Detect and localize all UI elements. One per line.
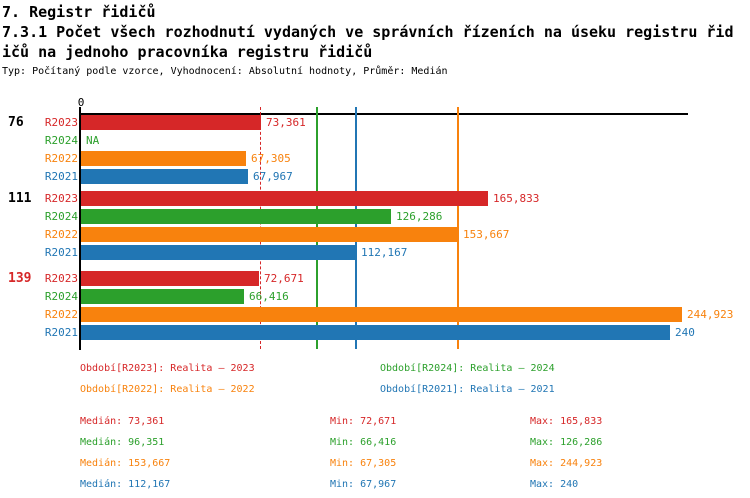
stat-max-r2021: Max: 240: [530, 479, 579, 490]
stat-max-r2022: Max: 244,923: [530, 458, 603, 469]
group-label: 76: [8, 115, 24, 130]
legend-item-r2024: Období[R2024]: Realita – 2024: [380, 363, 555, 374]
group-label: 139: [8, 271, 32, 286]
bar: [81, 209, 391, 224]
bar-row: R2021 240: [0, 325, 750, 340]
bar-row: R2024 NA: [0, 133, 750, 148]
chart-meta: Typ: Počítaný podle vzorce, Vyhodnocení:…: [2, 66, 448, 77]
chart-title-line-2: ičů na jednoho pracovníka registru řidič…: [2, 43, 373, 61]
bar-value-label: 67,305: [251, 152, 291, 165]
stat-median-r2023: Medián: 73,361: [80, 416, 165, 427]
bar-value-label: 244,923: [687, 308, 734, 321]
bar-value-label: 126,286: [396, 210, 443, 223]
bar-value-label: 240: [675, 326, 695, 339]
series-label: R2024: [44, 210, 78, 223]
bar: [81, 245, 356, 260]
bar: [81, 151, 246, 166]
series-label: R2022: [44, 308, 78, 321]
bar-row: R2022 67,305: [0, 151, 750, 166]
series-label: R2024: [44, 290, 78, 303]
stat-median-r2024: Medián: 96,351: [80, 437, 165, 448]
bar-value-label: 67,967: [253, 170, 293, 183]
bar-value-label: 112,167: [361, 246, 408, 259]
bar-value-label: NA: [86, 134, 100, 147]
bar: [81, 271, 259, 286]
y-axis-line: [79, 107, 81, 350]
stat-min-r2022: Min: 67,305: [330, 458, 397, 469]
bar-row: R2024 66,416: [0, 289, 750, 304]
bar: [81, 325, 670, 340]
report-title: 7. Registr řidičů: [2, 3, 156, 21]
bar-row: R2024 126,286: [0, 209, 750, 224]
group-label: 111: [8, 191, 32, 206]
bar-row: R2022 153,667: [0, 227, 750, 242]
bar-value-label: 165,833: [493, 192, 540, 205]
stat-max-r2023: Max: 165,833: [530, 416, 603, 427]
legend-item-r2022: Období[R2022]: Realita – 2022: [80, 384, 255, 395]
median-line-r2022: [457, 107, 459, 349]
bar-value-label: 73,361: [266, 116, 306, 129]
series-label: R2024: [44, 134, 78, 147]
series-label: R2023: [44, 272, 78, 285]
chart-title-line-1: 7.3.1 Počet všech rozhodnutí vydaných ve…: [2, 23, 734, 41]
bar: [81, 169, 248, 184]
bar-row: R2022 244,923: [0, 307, 750, 322]
bar-row: 139 R2023 72,671: [0, 271, 750, 286]
bar-row: 111 R2023 165,833: [0, 191, 750, 206]
bar: [81, 191, 488, 206]
stat-max-r2024: Max: 126,286: [530, 437, 603, 448]
bar: [81, 227, 458, 242]
series-label: R2021: [44, 326, 78, 339]
axis-zero-label: 0: [77, 96, 85, 109]
series-label: R2023: [44, 116, 78, 129]
stat-min-r2021: Min: 67,967: [330, 479, 397, 490]
series-label: R2022: [44, 228, 78, 241]
series-label: R2022: [44, 152, 78, 165]
bar: [81, 289, 244, 304]
bar: [81, 115, 261, 130]
bar-value-label: 153,667: [463, 228, 510, 241]
x-axis-line: [79, 113, 688, 115]
stat-min-r2023: Min: 72,671: [330, 416, 397, 427]
bar-value-label: 72,671: [264, 272, 304, 285]
legend-item-r2021: Období[R2021]: Realita – 2021: [380, 384, 555, 395]
series-label: R2021: [44, 246, 78, 259]
stat-median-r2022: Medián: 153,667: [80, 458, 171, 469]
stat-min-r2024: Min: 66,416: [330, 437, 397, 448]
series-label: R2021: [44, 170, 78, 183]
bar-value-label: 66,416: [249, 290, 289, 303]
bar: [81, 307, 682, 322]
bar-row: R2021 112,167: [0, 245, 750, 260]
series-label: R2023: [44, 192, 78, 205]
stat-median-r2021: Medián: 112,167: [80, 479, 171, 490]
bar-row: 76 R2023 73,361: [0, 115, 750, 130]
bar-row: R2021 67,967: [0, 169, 750, 184]
legend-item-r2023: Období[R2023]: Realita – 2023: [80, 363, 255, 374]
